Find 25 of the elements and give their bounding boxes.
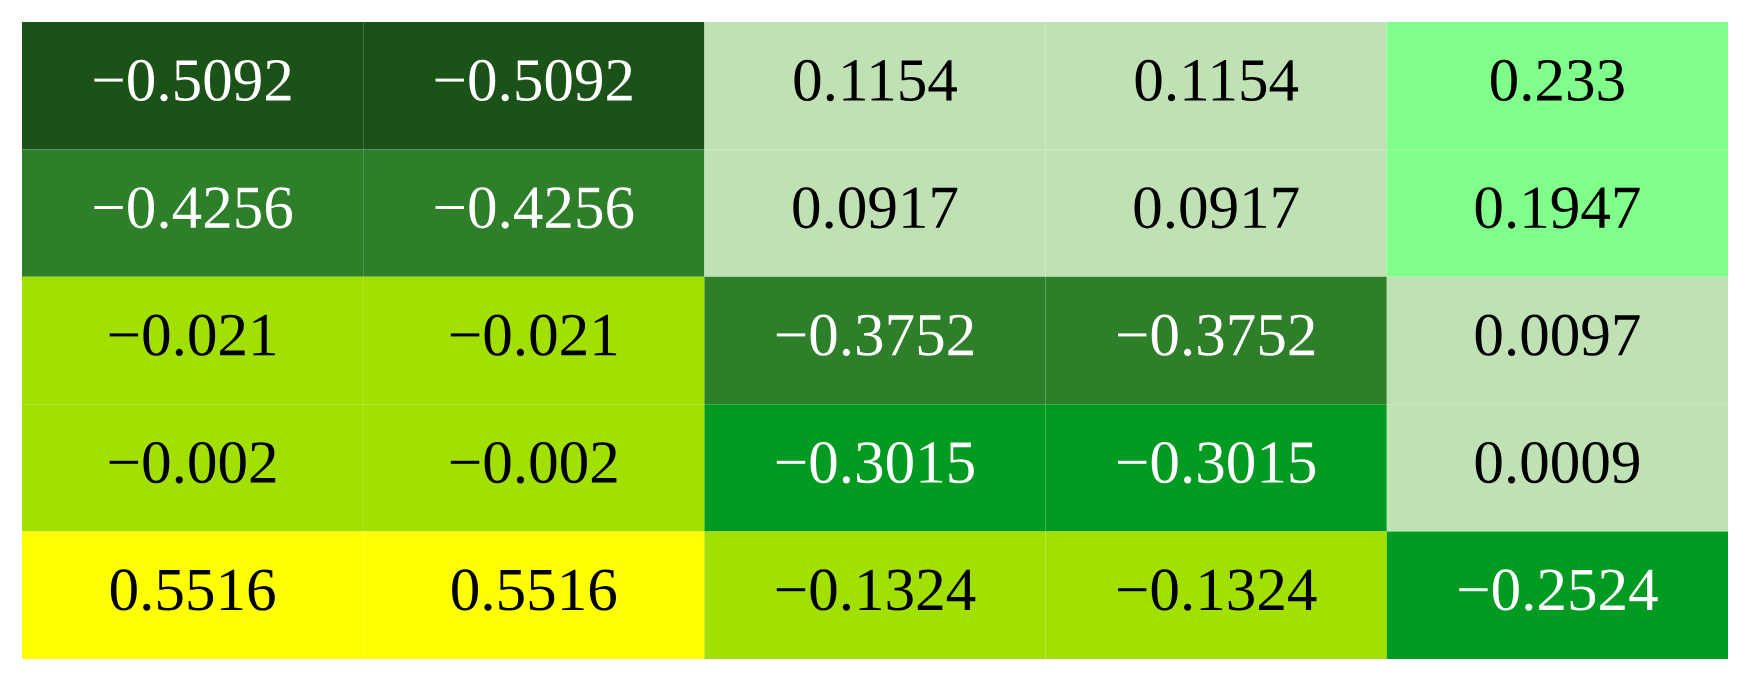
data-label: −0.021: [109, 314, 275, 357]
data-label: 0.0097: [1475, 314, 1640, 357]
data-label: 0.0917: [793, 187, 958, 229]
data-label: −0.3015: [1117, 441, 1316, 484]
data-label: 0.0917: [1134, 187, 1299, 229]
data-label: −0.4256: [435, 187, 634, 229]
data-label: −0.021: [450, 314, 617, 357]
data-label: −0.3752: [1117, 314, 1315, 357]
data-label: 0.1154: [794, 59, 957, 102]
data-label: −0.4256: [94, 187, 293, 229]
data-label: −0.5092: [94, 59, 291, 102]
data-label: −0.002: [450, 441, 617, 484]
data-label: −0.1324: [776, 569, 976, 611]
data-label: −0.3015: [776, 441, 974, 484]
data-label: −0.2524: [1459, 569, 1658, 611]
data-label: 0.0009: [1475, 441, 1639, 484]
data-label: 0.1947: [1475, 187, 1640, 229]
data-label: 0.5516: [110, 569, 275, 611]
data-label: 0.233: [1490, 59, 1624, 102]
data-label: −0.002: [109, 441, 276, 484]
data-label: −0.5092: [435, 59, 632, 102]
data-label: −0.3752: [776, 314, 973, 357]
data-label: 0.1154: [1135, 59, 1299, 102]
data-label: −0.1324: [1117, 569, 1317, 611]
data-label: 0.5516: [452, 569, 616, 611]
